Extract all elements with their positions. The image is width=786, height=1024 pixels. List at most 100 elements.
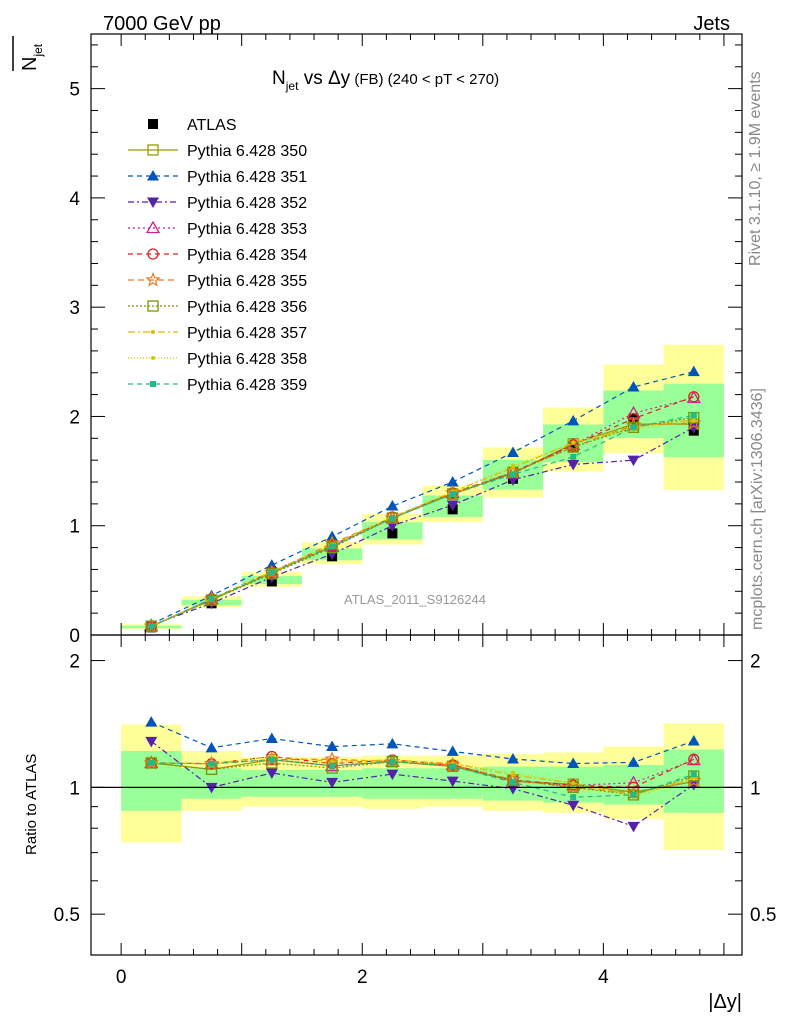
series-2-point [386,500,399,511]
main-y-tick-label: 0 [69,626,80,647]
series-7-point [145,620,157,632]
title-main-sub: jet [285,79,299,93]
ratio-y-tick-label-left: 2 [69,652,80,673]
series-10-point [268,569,275,576]
ratio-y-tick-label-right: 2 [750,652,761,673]
legend-marker [145,220,161,234]
series-2-ratio-point [627,756,640,767]
ratio-frame [90,634,743,956]
legend-marker [147,300,159,312]
series-2-ratio-point [567,757,580,768]
header-left: 7000 GeV pp [103,13,221,35]
legend-marker [151,330,155,334]
legend-marker [147,144,159,156]
series-3-ratio-point [386,769,399,781]
series-9-ratio-point [691,776,696,781]
series-5-point [627,412,640,425]
header-right: Jets [693,13,730,35]
series-0-point [568,442,579,453]
series-10-ratio-point [389,758,396,765]
series-3-ratio-point [627,821,640,833]
series-10-ratio-point [329,762,336,769]
legend: ATLAS Pythia 6.428 350 Pythia 6.428 351 Pyt… [128,117,307,394]
series-2-ratio-line [151,721,695,765]
series-2-ratio-point [506,752,519,764]
series-9-ratio-point [510,770,515,775]
main-y-axis-label: Njet [12,36,45,71]
series-3-ratio-point [326,777,339,789]
series-8-line [151,419,694,627]
ratio-y-tick-label-right: 0.5 [750,905,776,926]
svg-text:Njet: Njet [19,43,45,71]
series-2-ratio-point [145,716,158,727]
series-6-line [151,422,694,627]
series-3-ratio-line [150,740,695,828]
series-9-point [510,463,515,468]
legend-label: Pythia 6.428 358 [187,351,307,368]
title-main: N [272,68,286,89]
side-mcplots-label: mcplots.cern.ch [arXiv:1306.3436] [749,388,766,630]
series-2-ratio-point [446,745,459,756]
series-2-ratio-point [205,741,218,753]
series-10-point [570,453,577,460]
ratio-series [91,716,742,833]
legend-label: Pythia 6.428 352 [187,195,307,212]
series-10-point [509,471,516,478]
series-9-point [691,418,696,423]
series-10-ratio-point [449,763,456,770]
series-2-point [567,414,580,426]
series-3-point [446,500,459,511]
series-2-ratio-point [326,740,339,752]
legend-marker [145,271,161,287]
series-2-ratio-point [265,732,278,744]
series-10-ratio-point [630,791,637,798]
legend-label: Pythia 6.428 350 [187,143,307,160]
legend-label: Pythia 6.428 354 [187,247,307,264]
plot-title: Njet vs Δy (FB) (240 < pT < 270) [272,68,499,93]
series-10-ratio-point [509,779,516,786]
series-10-point [208,595,215,602]
series-10-point [329,543,336,550]
series-10-ratio-point [570,794,577,801]
ratio-y-tick-label-right: 1 [750,778,761,799]
legend-marker [151,356,155,360]
series-3-ratio-point [446,776,459,788]
analysis-watermark: ATLAS_2011_S9126244 [344,592,486,607]
series-3-point [627,455,640,467]
series-7-point [627,421,640,434]
legend-marker [148,119,158,129]
series-10-ratio-point [208,760,215,767]
series-9-ratio-point [571,781,576,786]
x-tick-label: 4 [598,967,609,988]
series-10-line [151,414,694,627]
series-10-ratio-point [148,759,155,766]
series-3-point [386,521,399,532]
series-0-point [387,528,398,539]
series-8-ratio-line [151,755,694,796]
legend-label: Pythia 6.428 351 [187,169,307,186]
main-y-tick-label: 2 [69,407,80,428]
legend-label: Pythia 6.428 359 [187,377,307,394]
series-10-point [389,515,396,522]
series-5-point [688,391,700,403]
legend-label: ATLAS [187,117,237,134]
main-y-tick-label: 4 [69,189,80,210]
legend-marker [147,170,159,181]
title-small: (FB) [350,71,383,88]
series-10-ratio-line [151,759,694,798]
legend-marker [147,197,159,208]
series-7-point [205,594,218,606]
main-y-tick-label: 3 [69,298,80,319]
series-2-point [627,380,640,392]
x-tick-label: 2 [357,967,368,988]
legend-label: Pythia 6.428 355 [187,273,307,290]
series-10-ratio-point [690,771,697,778]
legend-marker [147,248,159,260]
ratio-y-tick-label-left: 1 [69,778,80,799]
legend-label: Pythia 6.428 356 [187,299,307,316]
legend-marker [150,381,156,387]
series-7-point [386,512,399,524]
series-3-ratio-point [205,782,218,794]
series-10-ratio-point [268,756,275,763]
